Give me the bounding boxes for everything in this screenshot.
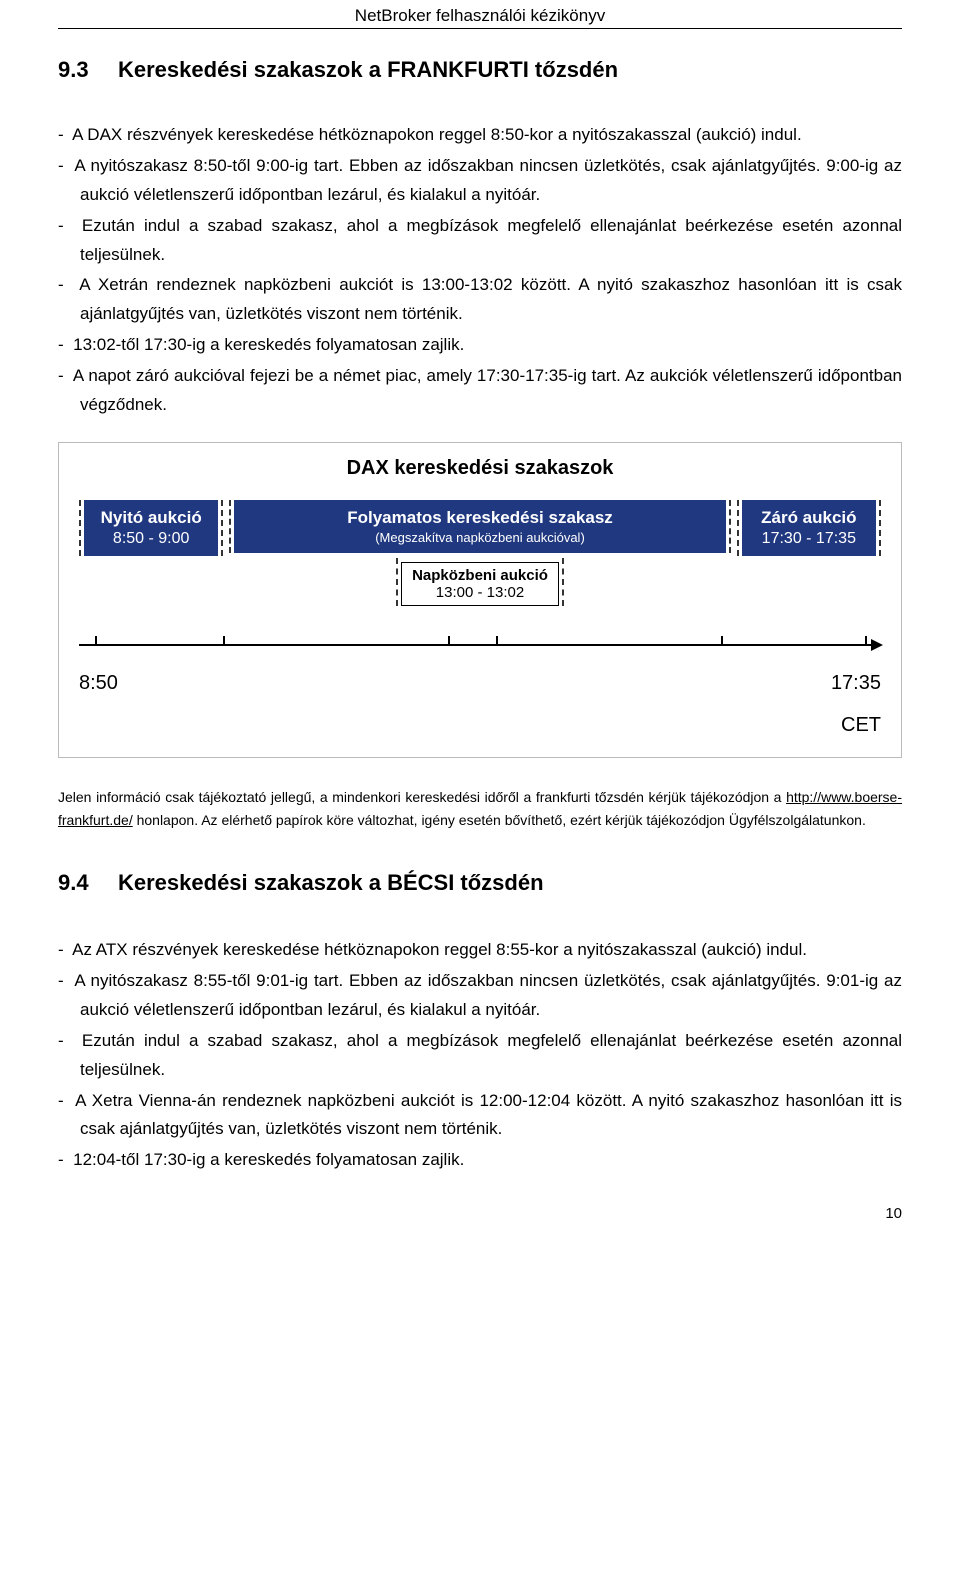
list-item: A Xetra Vienna-án rendeznek napközbeni a…: [58, 1087, 902, 1145]
close-auction-wrap: Záró aukció 17:30 - 17:35: [737, 500, 881, 556]
list-item: Ezután indul a szabad szakasz, ahol a me…: [58, 212, 902, 270]
time-axis: [79, 644, 881, 668]
list-item: A DAX részvények kereskedése hétköznapok…: [58, 121, 902, 150]
section-9-3-heading: 9.3 Kereskedési szakaszok a FRANKFURTI t…: [58, 57, 902, 83]
list-item: 12:04-től 17:30-ig a kereskedés folyamat…: [58, 1146, 902, 1175]
timezone-label: CET: [79, 714, 881, 737]
midday-time: 13:00 - 13:02: [436, 584, 524, 601]
axis-tick: [448, 636, 450, 646]
list-item: A Xetrán rendeznek napközbeni aukciót is…: [58, 271, 902, 329]
midday-wrap: Napközbeni aukció 13:00 - 13:02: [396, 558, 564, 606]
axis-tick: [95, 636, 97, 646]
midday-row: Napközbeni aukció 13:00 - 13:02: [79, 558, 881, 606]
continuous-box: Folyamatos kereskedési szakasz (Megszakí…: [234, 500, 725, 553]
page-number: 10: [58, 1205, 902, 1222]
open-time: 8:50 - 9:00: [101, 530, 202, 548]
footnote: Jelen információ csak tájékoztató jelleg…: [58, 786, 902, 832]
list-item: A napot záró aukcióval fejezi be a német…: [58, 362, 902, 420]
page-header: NetBroker felhasználói kézikönyv: [58, 0, 902, 29]
list-item: Ezután indul a szabad szakasz, ahol a me…: [58, 1027, 902, 1085]
close-time: 17:30 - 17:35: [761, 530, 856, 548]
section-title: Kereskedési szakaszok a FRANKFURTI tőzsd…: [118, 57, 618, 83]
section-number: 9.4: [58, 870, 118, 896]
axis-tick: [223, 636, 225, 646]
section-number: 9.3: [58, 57, 118, 83]
section-9-4-heading: 9.4 Kereskedési szakaszok a BÉCSI tőzsdé…: [58, 870, 902, 896]
cont-label: Folyamatos kereskedési szakasz: [347, 508, 613, 527]
axis-tick: [721, 636, 723, 646]
list-item: A nyitószakasz 8:50-től 9:00-ig tart. Eb…: [58, 152, 902, 210]
continuous-wrap: Folyamatos kereskedési szakasz (Megszakí…: [229, 500, 730, 553]
footnote-text-a: Jelen információ csak tájékoztató jelleg…: [58, 789, 786, 805]
axis-labels: 8:50 17:35: [79, 672, 881, 696]
midday-label: Napközbeni aukció: [412, 567, 548, 584]
diagram-title: DAX kereskedési szakaszok: [79, 457, 881, 480]
axis-start: 8:50: [79, 672, 118, 695]
list-item: Az ATX részvények kereskedése hétköznapo…: [58, 936, 902, 965]
section2-list: Az ATX részvények kereskedése hétköznapo…: [58, 936, 902, 1175]
diagram-lane: Nyitó aukció 8:50 - 9:00 Folyamatos kere…: [79, 500, 881, 556]
footnote-text-b: honlapon. Az elérhető papírok köre válto…: [133, 812, 866, 828]
open-auction-wrap: Nyitó aukció 8:50 - 9:00: [79, 500, 223, 556]
open-auction-box: Nyitó aukció 8:50 - 9:00: [84, 500, 218, 556]
midday-box: Napközbeni aukció 13:00 - 13:02: [401, 562, 559, 606]
axis-tick: [865, 636, 867, 646]
section-title: Kereskedési szakaszok a BÉCSI tőzsdén: [118, 870, 544, 896]
axis-tick: [496, 636, 498, 646]
section1-list: A DAX részvények kereskedése hétköznapok…: [58, 121, 902, 420]
cont-sub: (Megszakítva napközbeni aukcióval): [347, 530, 613, 545]
axis-end: 17:35: [831, 672, 881, 695]
list-item: A nyitószakasz 8:55-től 9:01-ig tart. Eb…: [58, 967, 902, 1025]
close-auction-box: Záró aukció 17:30 - 17:35: [742, 500, 876, 556]
dax-diagram: DAX kereskedési szakaszok Nyitó aukció 8…: [58, 442, 902, 758]
open-label: Nyitó aukció: [101, 508, 202, 527]
close-label: Záró aukció: [761, 508, 856, 527]
list-item: 13:02-től 17:30-ig a kereskedés folyamat…: [58, 331, 902, 360]
